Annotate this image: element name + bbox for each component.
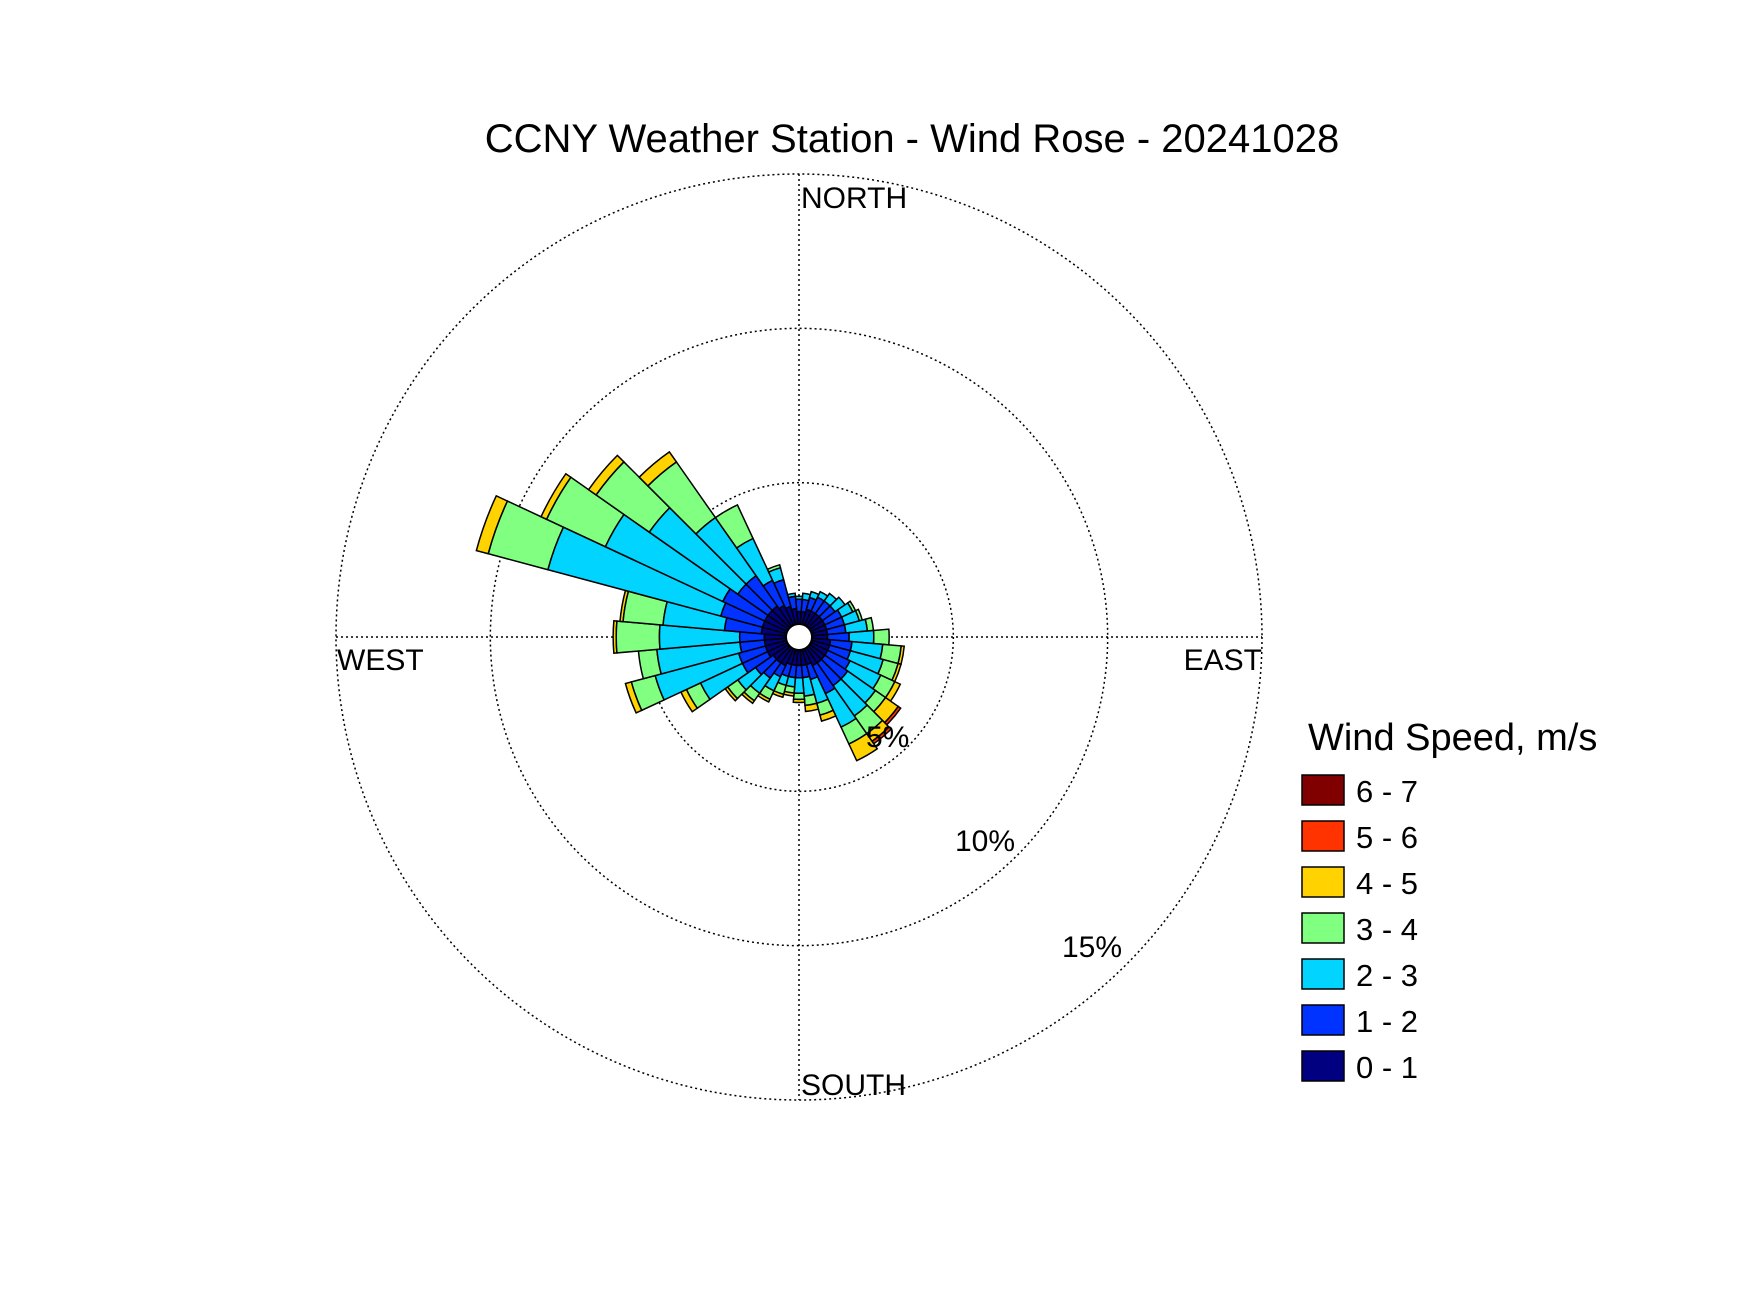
radial-tick-label-5: 5% (866, 721, 909, 754)
legend-title: Wind Speed, m/s (1308, 717, 1597, 759)
wind-petals (475, 450, 906, 762)
legend-label-2: 4 - 5 (1356, 866, 1418, 901)
legend-items: 6 - 7 5 - 6 4 - 5 3 - 4 2 - 3 1 - 2 0 - 1 (1301, 774, 1418, 1085)
polar-grid (335, 173, 1263, 1101)
legend: Wind Speed, m/s 6 - 7 5 - 6 4 - 5 3 - 4 2 - … (1301, 717, 1597, 1085)
petal-270-bin-3 (615, 620, 661, 654)
legend-label-6: 0 - 1 (1356, 1050, 1418, 1085)
calm-center-circle (785, 623, 813, 651)
legend-swatch-4 (1301, 958, 1345, 990)
legend-swatch-2 (1301, 866, 1345, 898)
legend-swatch-5 (1301, 1004, 1345, 1036)
polar-labels: NORTH SOUTH WEST EAST 5% 10% 15% (337, 182, 1262, 1102)
legend-label-5: 1 - 2 (1356, 1004, 1418, 1039)
radial-tick-label-10: 10% (955, 825, 1015, 858)
direction-label-west: WEST (337, 644, 424, 677)
legend-label-0: 6 - 7 (1356, 774, 1418, 809)
direction-label-north: NORTH (801, 182, 907, 215)
direction-label-east: EAST (1184, 644, 1262, 677)
grid-circle-5 (643, 481, 955, 793)
legend-swatch-3 (1301, 912, 1345, 944)
petal-90-bin-3 (872, 628, 890, 646)
direction-label-south: SOUTH (801, 1069, 906, 1102)
legend-label-4: 2 - 3 (1356, 958, 1418, 993)
legend-label-1: 5 - 6 (1356, 820, 1418, 855)
chart-title: CCNY Weather Station - Wind Rose - 20241… (485, 117, 1340, 161)
legend-label-3: 3 - 4 (1356, 912, 1418, 947)
legend-swatch-1 (1301, 820, 1345, 852)
legend-swatch-0 (1301, 774, 1345, 806)
legend-swatch-6 (1301, 1050, 1345, 1082)
radial-tick-label-15: 15% (1062, 931, 1122, 964)
